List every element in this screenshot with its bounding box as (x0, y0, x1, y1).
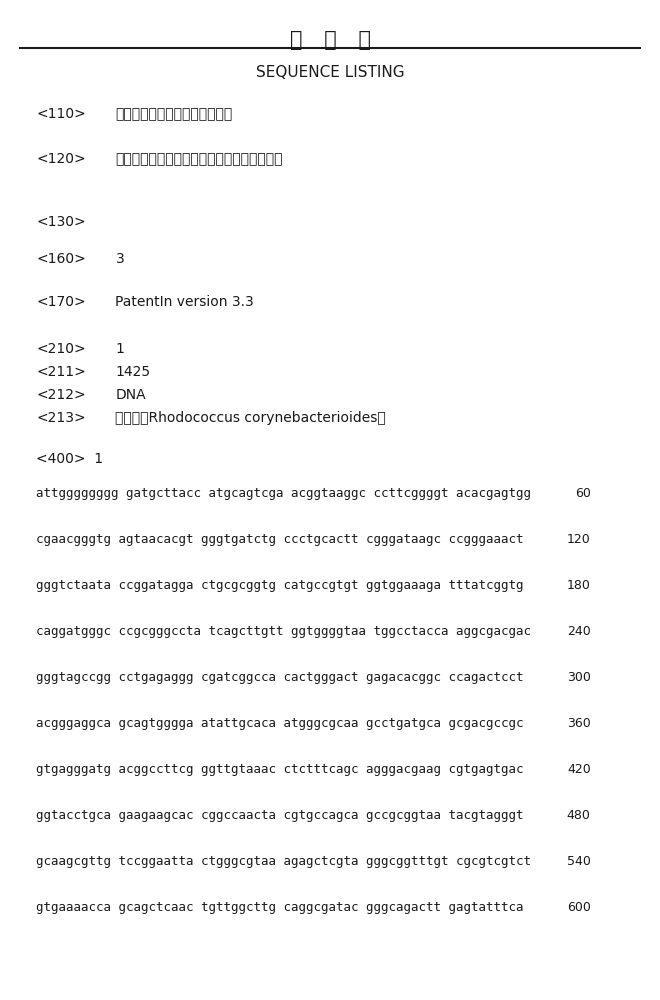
Text: cgaacgggtg agtaacacgt gggtgatctg ccctgcactt cgggataagc ccgggaaact: cgaacgggtg agtaacacgt gggtgatctg ccctgca… (36, 533, 524, 546)
Text: 540: 540 (567, 855, 591, 868)
Text: 1425: 1425 (115, 365, 150, 379)
Text: 浙江省环境保护科学设计研究院: 浙江省环境保护科学设计研究院 (115, 107, 233, 121)
Text: <130>: <130> (36, 215, 86, 229)
Text: 红球菌（Rhodococcus corynebacterioides）: 红球菌（Rhodococcus corynebacterioides） (115, 411, 386, 425)
Text: <210>: <210> (36, 342, 86, 356)
Text: 1: 1 (115, 342, 124, 356)
Text: 一种红球菌菌株及其在印染废水处理中的应用: 一种红球菌菌株及其在印染废水处理中的应用 (115, 152, 283, 166)
Text: gggtagccgg cctgagaggg cgatcggcca cactgggact gagacacggc ccagactcct: gggtagccgg cctgagaggg cgatcggcca cactggg… (36, 671, 524, 684)
Text: DNA: DNA (115, 388, 146, 402)
Text: <110>: <110> (36, 107, 86, 121)
Text: 480: 480 (567, 809, 591, 822)
Text: <211>: <211> (36, 365, 86, 379)
Text: PatentIn version 3.3: PatentIn version 3.3 (115, 295, 254, 309)
Text: 序   列   表: 序 列 表 (290, 30, 370, 50)
Text: attgggggggg gatgcttacc atgcagtcga acggtaaggc ccttcggggt acacgagtgg: attgggggggg gatgcttacc atgcagtcga acggta… (36, 487, 531, 500)
Text: 600: 600 (567, 901, 591, 914)
Text: 180: 180 (567, 579, 591, 592)
Text: 300: 300 (567, 671, 591, 684)
Text: <212>: <212> (36, 388, 86, 402)
Text: <213>: <213> (36, 411, 86, 425)
Text: 360: 360 (567, 717, 591, 730)
Text: <170>: <170> (36, 295, 86, 309)
Text: gtgaaaacca gcagctcaac tgttggcttg caggcgatac gggcagactt gagtatttca: gtgaaaacca gcagctcaac tgttggcttg caggcga… (36, 901, 524, 914)
Text: 240: 240 (567, 625, 591, 638)
Text: <400>  1: <400> 1 (36, 452, 104, 466)
Text: 120: 120 (567, 533, 591, 546)
Text: gcaagcgttg tccggaatta ctgggcgtaa agagctcgta gggcggtttgt cgcgtcgtct: gcaagcgttg tccggaatta ctgggcgtaa agagctc… (36, 855, 531, 868)
Text: <160>: <160> (36, 252, 86, 266)
Text: SEQUENCE LISTING: SEQUENCE LISTING (255, 65, 405, 80)
Text: 420: 420 (567, 763, 591, 776)
Text: <120>: <120> (36, 152, 86, 166)
Text: gtgagggatg acggccttcg ggttgtaaac ctctttcagc agggacgaag cgtgagtgac: gtgagggatg acggccttcg ggttgtaaac ctctttc… (36, 763, 524, 776)
Text: gggtctaata ccggatagga ctgcgcggtg catgccgtgt ggtggaaaga tttatcggtg: gggtctaata ccggatagga ctgcgcggtg catgccg… (36, 579, 524, 592)
Text: caggatgggc ccgcgggccta tcagcttgtt ggtggggtaa tggcctacca aggcgacgac: caggatgggc ccgcgggccta tcagcttgtt ggtggg… (36, 625, 531, 638)
Text: ggtacctgca gaagaagcac cggccaacta cgtgccagca gccgcggtaa tacgtagggt: ggtacctgca gaagaagcac cggccaacta cgtgcca… (36, 809, 524, 822)
Text: acgggaggca gcagtgggga atattgcaca atgggcgcaa gcctgatgca gcgacgccgc: acgggaggca gcagtgggga atattgcaca atgggcg… (36, 717, 524, 730)
Text: 60: 60 (575, 487, 591, 500)
Text: 3: 3 (115, 252, 124, 266)
